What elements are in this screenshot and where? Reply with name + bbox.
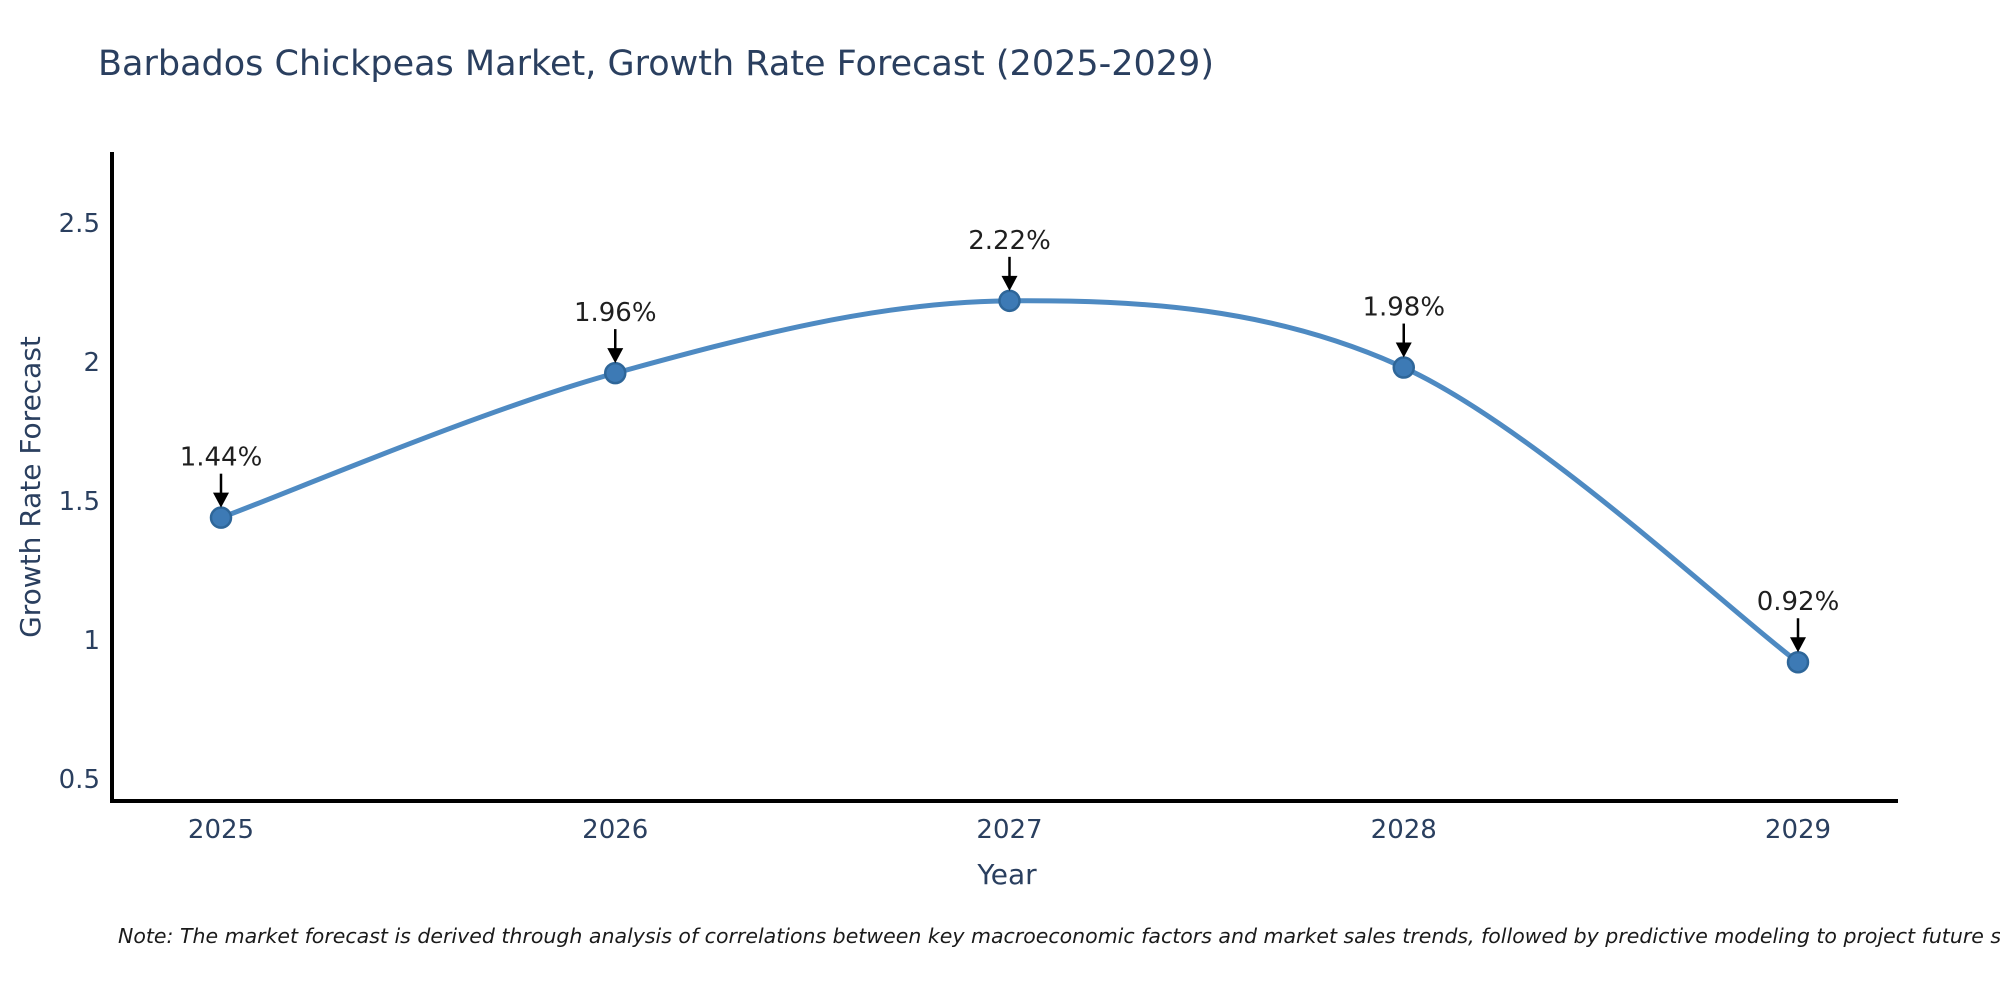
annotation-arrowhead-icon <box>1790 637 1806 653</box>
annotation-arrowhead-icon <box>1395 342 1412 358</box>
chart-title: Barbados Chickpeas Market, Growth Rate F… <box>98 44 1214 84</box>
annotation-arrowhead-icon <box>607 348 624 364</box>
x-tick-label: 2026 <box>582 815 648 845</box>
x-tick-label: 2029 <box>1765 815 1831 845</box>
y-tick-label: 2 <box>83 348 100 378</box>
x-tick-label: 2027 <box>976 815 1042 845</box>
y-tick-label: 2.5 <box>59 209 100 239</box>
x-tick-label: 2028 <box>1371 815 1437 845</box>
y-tick-label: 0.5 <box>59 765 100 795</box>
data-point-marker[interactable] <box>998 289 1021 313</box>
annotation-label: 1.44% <box>180 443 263 473</box>
data-point-marker[interactable] <box>604 361 627 385</box>
data-point-marker[interactable] <box>1786 650 1810 674</box>
data-point-marker[interactable] <box>209 506 233 529</box>
y-tick-label: 1.5 <box>59 487 100 517</box>
x-tick-label: 2025 <box>188 815 254 845</box>
y-axis-title: Growth Rate Forecast <box>14 336 47 638</box>
y-tick-label: 1 <box>83 626 100 656</box>
x-axis-title: Year <box>976 858 1037 891</box>
data-point-marker[interactable] <box>1392 356 1415 379</box>
annotation-label: 2.22% <box>968 226 1051 256</box>
series-line <box>218 298 1801 665</box>
annotation-label: 0.92% <box>1757 587 1840 617</box>
footnote-text: Note: The market forecast is derived thr… <box>118 924 2000 948</box>
annotation-arrowhead-icon <box>213 492 229 508</box>
annotation-arrowhead-icon <box>1001 275 1018 291</box>
annotation-label: 1.98% <box>1362 293 1445 323</box>
annotation-label: 1.96% <box>574 298 657 328</box>
